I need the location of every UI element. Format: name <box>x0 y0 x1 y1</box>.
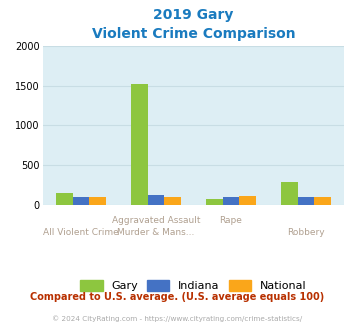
Text: © 2024 CityRating.com - https://www.cityrating.com/crime-statistics/: © 2024 CityRating.com - https://www.city… <box>53 315 302 322</box>
Text: All Violent Crime: All Violent Crime <box>43 228 119 237</box>
Bar <box>281 182 297 205</box>
Text: Aggravated Assault: Aggravated Assault <box>112 216 200 225</box>
Bar <box>297 197 314 205</box>
Bar <box>73 197 89 205</box>
Text: Robbery: Robbery <box>287 228 325 237</box>
Title: 2019 Gary
Violent Crime Comparison: 2019 Gary Violent Crime Comparison <box>92 9 295 41</box>
Bar <box>239 196 256 205</box>
Bar <box>206 199 223 205</box>
Text: Rape: Rape <box>219 216 242 225</box>
Bar <box>131 84 148 205</box>
Legend: Gary, Indiana, National: Gary, Indiana, National <box>77 277 310 294</box>
Bar <box>314 197 331 205</box>
Bar <box>223 197 239 205</box>
Bar <box>56 193 73 205</box>
Text: Compared to U.S. average. (U.S. average equals 100): Compared to U.S. average. (U.S. average … <box>31 292 324 302</box>
Text: Murder & Mans...: Murder & Mans... <box>117 228 195 237</box>
Bar <box>148 195 164 205</box>
Bar <box>164 197 181 205</box>
Bar <box>89 197 106 205</box>
